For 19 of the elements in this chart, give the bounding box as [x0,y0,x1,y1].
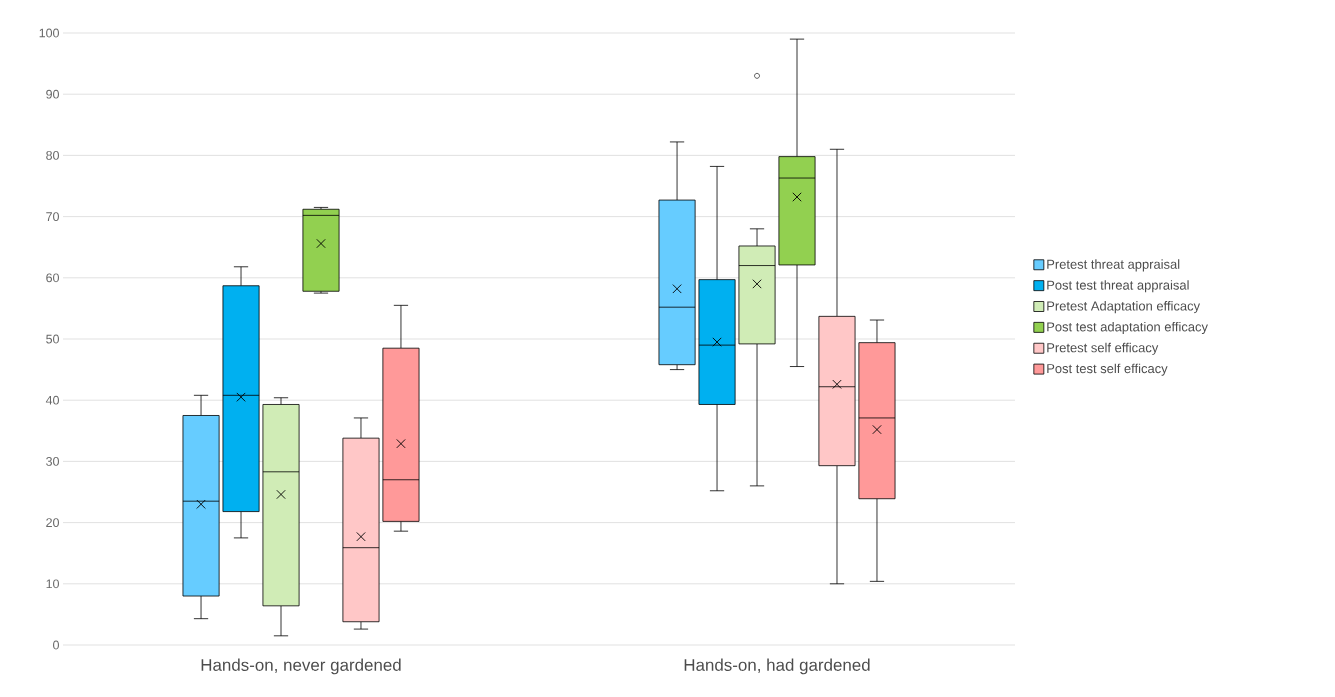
legend-label: Pretest Adaptation efficacy [1047,301,1201,314]
x-tick-label: Hands-on, never gardened [201,658,401,675]
y-tick-label: 30 [46,457,59,466]
legend-label: Post test self efficacy [1047,363,1168,376]
y-tick-label: 90 [46,89,59,99]
y-tick-label: 60 [46,273,59,283]
legend-label: Pretest self efficacy [1047,342,1159,355]
y-tick-label: 10 [46,579,59,589]
y-tick-label: 0 [53,640,59,650]
x-tick-label: Hands-on, had gardened [684,658,870,675]
y-tick-label: 80 [46,150,59,160]
y-tick-label: 100 [39,28,59,38]
y-tick-label: 50 [46,334,59,344]
y-tick-label: 70 [46,212,59,222]
y-tick-label: 20 [46,518,59,528]
legend-label: Post test threat appraisal [1047,280,1189,293]
y-tick-label: 40 [45,395,59,405]
legend-label: Post test adaptation efficacy [1047,321,1208,335]
legend-label: Pretest threat appraisal [1047,259,1180,272]
